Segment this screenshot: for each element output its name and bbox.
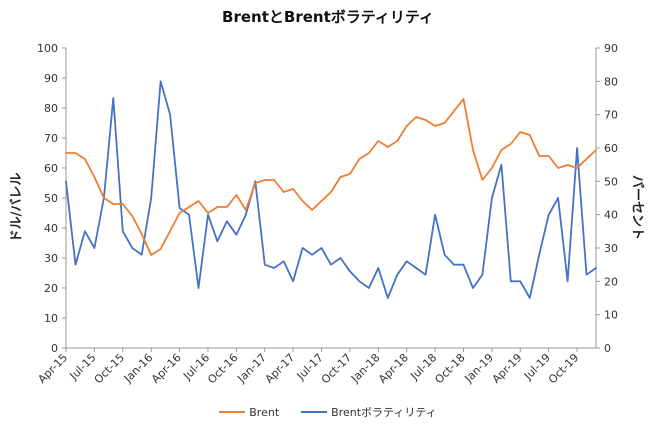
x-tick-label: Apr-15	[35, 351, 70, 386]
legend-swatch-volatility	[301, 411, 328, 413]
x-tick-label: Jan-17	[234, 351, 269, 386]
series-line-volatility	[65, 80, 597, 299]
x-tick-label: Oct-15	[92, 351, 127, 386]
y-left-tick-label: 80	[44, 102, 58, 115]
y-left-tick-label: 0	[51, 342, 58, 355]
y-left-tick-label: 20	[44, 282, 58, 295]
y-right-tick-label: 30	[604, 242, 618, 255]
x-tick-label: Apr-16	[149, 351, 184, 386]
y-left-tick-label: 30	[44, 252, 58, 265]
x-tick-label: Apr-19	[490, 351, 525, 386]
legend-item-brent: Brent	[219, 406, 279, 419]
y-right-tick-label: 50	[604, 175, 618, 188]
x-tick-label: Apr-17	[263, 351, 298, 386]
y-left-tick-label: 100	[37, 42, 58, 55]
legend-label-volatility: Brentボラティリティ	[331, 406, 437, 419]
legend-label-brent: Brent	[249, 405, 280, 419]
x-tick-label: Jan-18	[348, 351, 383, 386]
legend: Brent Brentボラティリティ	[0, 404, 656, 420]
x-tick-label: Jan-16	[121, 351, 156, 386]
legend-item-volatility: Brentボラティリティ	[301, 404, 437, 420]
y-left-tick-label: 50	[44, 192, 58, 205]
series-line-brent	[65, 98, 597, 256]
x-tick-label: Apr-18	[376, 351, 411, 386]
y-left-tick-label: 90	[44, 72, 58, 85]
y-left-tick-label: 60	[44, 162, 58, 175]
y-right-tick-label: 60	[604, 142, 618, 155]
chart-title: BrentとBrentボラティリティ	[222, 8, 434, 26]
x-tick-label: Oct-18	[432, 351, 467, 386]
x-tick-label: Jan-19	[462, 351, 497, 386]
y-right-tick-label: 90	[604, 42, 618, 55]
y-right-tick-label: 20	[604, 275, 618, 288]
y-right-tick-label: 80	[604, 75, 618, 88]
legend-swatch-brent	[219, 411, 246, 413]
x-tick-label: Oct-17	[319, 351, 354, 386]
y-left-tick-label: 10	[44, 312, 58, 325]
y-right-tick-label: 70	[604, 109, 618, 122]
y-right-tick-label: 10	[604, 309, 618, 322]
y-left-tick-label: 70	[44, 132, 58, 145]
y-left-tick-label: 40	[44, 222, 58, 235]
x-tick-label: Oct-19	[546, 351, 581, 386]
y-right-tick-label: 0	[604, 342, 611, 355]
x-tick-label: Oct-16	[205, 351, 240, 386]
y-right-tick-label: 40	[604, 209, 618, 222]
